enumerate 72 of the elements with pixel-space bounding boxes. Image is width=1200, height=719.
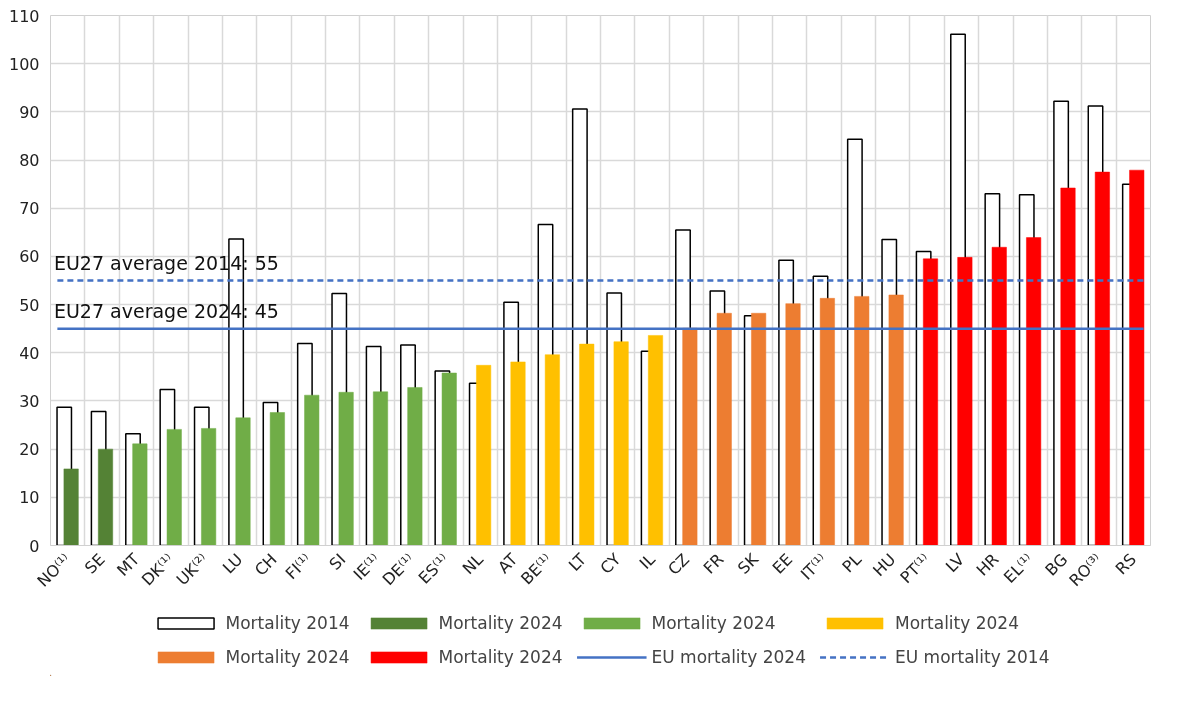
legend-label: Mortality 2024	[894, 613, 1019, 633]
y-tick-label: 100	[8, 54, 40, 74]
bar	[613, 341, 629, 546]
bar	[476, 365, 492, 546]
x-tick-label: AT	[494, 549, 522, 577]
x-tick-label: PL	[838, 549, 866, 577]
bar	[751, 313, 767, 546]
y-tick-label: 0	[29, 536, 40, 556]
x-tick-label: CZ	[664, 549, 694, 579]
x-tick-label: FR	[699, 549, 728, 578]
bar	[888, 294, 904, 546]
bar	[854, 296, 870, 546]
x-tick-label: LT	[564, 549, 591, 575]
x-tick-label: SI	[325, 549, 350, 574]
bar	[957, 257, 973, 546]
y-tick-label: 60	[19, 247, 40, 267]
bar	[1026, 237, 1042, 546]
bar	[269, 412, 285, 546]
y-tick-label: 110	[8, 6, 40, 26]
bar	[338, 392, 354, 546]
legend-label: Mortality 2024	[225, 647, 350, 667]
bar	[923, 258, 938, 546]
x-tick-label: IL	[635, 549, 659, 573]
bar	[682, 327, 698, 546]
x-tick-label: IT⁽¹⁾	[796, 549, 831, 584]
x-tick-label: LU	[218, 549, 247, 578]
y-tick-label: 10	[19, 488, 40, 508]
bar	[785, 303, 801, 546]
bar	[510, 361, 526, 546]
bar	[132, 443, 148, 546]
bar	[235, 417, 251, 546]
legend-label: Mortality 2024	[438, 613, 563, 633]
x-tick-label: RS	[1111, 549, 1141, 579]
x-tick-label: SE	[81, 549, 109, 578]
bar	[1060, 187, 1076, 546]
x-tick-label: HU	[869, 549, 900, 581]
bar	[373, 391, 388, 546]
bar	[648, 335, 663, 546]
bar	[63, 468, 79, 546]
y-tick-label: 40	[19, 343, 40, 363]
x-tick-label: LV	[941, 549, 969, 577]
legend-label: EU mortality 2024	[651, 647, 806, 667]
bar	[304, 394, 320, 546]
y-tick-label: 70	[19, 199, 40, 219]
bar	[441, 372, 457, 546]
y-tick-label: 50	[19, 295, 40, 315]
x-tick-label: CY	[596, 549, 625, 578]
x-tick-label: CH	[250, 549, 281, 580]
x-tick-label: SK	[733, 549, 763, 578]
bar	[98, 448, 113, 546]
bar	[716, 313, 732, 546]
legend-label: EU mortality 2014	[894, 647, 1050, 667]
x-tick-label: NL	[458, 549, 487, 578]
legend-label: Mortality 2024	[651, 613, 776, 633]
y-tick-label: 80	[19, 151, 40, 171]
y-tick-label: 90	[19, 102, 40, 122]
bar	[991, 247, 1007, 546]
bar	[1129, 169, 1145, 546]
legend-label: Mortality 2014	[225, 613, 350, 633]
x-tick-label: EE	[768, 549, 797, 578]
bar	[407, 387, 423, 546]
bar	[579, 343, 595, 546]
legend-label: Mortality 2024	[438, 647, 563, 667]
y-tick-label: 30	[19, 391, 40, 411]
bar	[819, 298, 835, 546]
bar	[1094, 171, 1110, 546]
bar	[544, 354, 560, 546]
x-tick-label: FI⁽¹⁾	[281, 549, 316, 584]
x-tick-label: HR	[972, 549, 1003, 580]
bar	[166, 429, 182, 546]
y-tick-label: 20	[19, 440, 40, 460]
bar	[201, 428, 217, 546]
